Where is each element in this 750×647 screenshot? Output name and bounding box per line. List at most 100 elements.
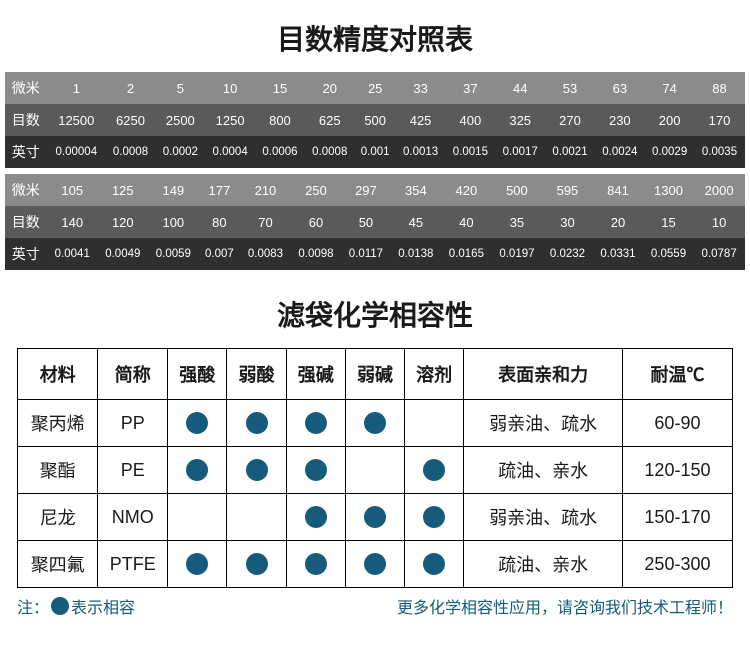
cell-compat	[405, 447, 464, 494]
cell-compat	[345, 541, 404, 588]
cell-abbr: PE	[98, 447, 168, 494]
table-row: 目数 140 120 100 80 70 60 50 45 40 35 30 2…	[5, 206, 745, 238]
dot-icon	[305, 412, 327, 434]
cell: 0.0041	[47, 238, 98, 270]
cell: 0.0008	[106, 136, 156, 168]
cell-compat	[168, 494, 227, 541]
cell: 0.0008	[305, 136, 355, 168]
cell: 2500	[155, 104, 205, 136]
cell: 420	[441, 174, 492, 206]
cell-temp: 120-150	[622, 447, 732, 494]
cell: 12500	[47, 104, 106, 136]
cell: 0.0029	[645, 136, 695, 168]
cell: 1300	[643, 174, 694, 206]
cell: 0.0006	[255, 136, 305, 168]
cell: 177	[199, 174, 241, 206]
cell: 44	[495, 72, 545, 104]
cell: 500	[355, 104, 396, 136]
cell-abbr: PP	[98, 400, 168, 447]
cell: 400	[445, 104, 495, 136]
cell-compat	[286, 447, 345, 494]
cell-temp: 150-170	[622, 494, 732, 541]
cell-material: 聚酯	[18, 447, 98, 494]
cell: 0.0098	[291, 238, 342, 270]
note-prefix: 注：	[17, 594, 49, 618]
cell: 200	[645, 104, 695, 136]
cell: 105	[47, 174, 98, 206]
cell: 210	[240, 174, 291, 206]
mesh-table-2: 微米 105 125 149 177 210 250 297 354 420 5…	[5, 174, 745, 270]
cell-compat	[286, 400, 345, 447]
cell: 10	[694, 206, 745, 238]
cell-material: 尼龙	[18, 494, 98, 541]
row-label-inch: 英寸	[5, 136, 47, 168]
header-temp: 耐温℃	[622, 349, 732, 400]
cell: 595	[542, 174, 593, 206]
row-label-mesh: 目数	[5, 206, 47, 238]
cell: 354	[391, 174, 442, 206]
cell: 88	[695, 72, 745, 104]
cell: 0.0232	[542, 238, 593, 270]
cell-compat	[227, 541, 286, 588]
cell: 0.0117	[341, 238, 390, 270]
dot-icon	[423, 553, 445, 575]
cell-abbr: NMO	[98, 494, 168, 541]
cell: 53	[545, 72, 595, 104]
header-strong-base: 强碱	[286, 349, 345, 400]
cell: 841	[593, 174, 644, 206]
dot-icon	[246, 459, 268, 481]
dot-icon	[246, 412, 268, 434]
cell: 2000	[694, 174, 745, 206]
cell-temp: 60-90	[622, 400, 732, 447]
cell: 149	[148, 174, 199, 206]
cell: 33	[396, 72, 446, 104]
header-affinity: 表面亲和力	[464, 349, 623, 400]
cell: 70	[240, 206, 291, 238]
cell: 0.0787	[694, 238, 745, 270]
cell: 625	[305, 104, 355, 136]
cell: 35	[492, 206, 543, 238]
cell: 80	[199, 206, 241, 238]
cell: 800	[255, 104, 305, 136]
cell: 0.0138	[391, 238, 442, 270]
cell-compat	[286, 494, 345, 541]
cell: 1250	[205, 104, 255, 136]
table-row: 英寸 0.0041 0.0049 0.0059 0.007 0.0083 0.0…	[5, 238, 745, 270]
dot-icon	[305, 459, 327, 481]
table-row: 英寸 0.00004 0.0008 0.0002 0.0004 0.0006 0…	[5, 136, 745, 168]
dot-icon	[186, 412, 208, 434]
cell-compat	[227, 494, 286, 541]
cell: 2	[106, 72, 156, 104]
cell-abbr: PTFE	[98, 541, 168, 588]
cell: 250	[291, 174, 342, 206]
compat-table: 材料 简称 强酸 弱酸 强碱 弱碱 溶剂 表面亲和力 耐温℃ 聚丙烯PP弱亲油、…	[17, 348, 733, 588]
cell: 25	[355, 72, 396, 104]
cell: 40	[441, 206, 492, 238]
cell-compat	[168, 400, 227, 447]
cell: 63	[595, 72, 645, 104]
dot-icon	[364, 412, 386, 434]
cell: 230	[595, 104, 645, 136]
cell: 0.0083	[240, 238, 291, 270]
cell: 0.0035	[695, 136, 745, 168]
cell: 120	[98, 206, 149, 238]
cell: 20	[305, 72, 355, 104]
cell: 0.0165	[441, 238, 492, 270]
cell: 125	[98, 174, 149, 206]
table-row: 聚酯PE疏油、亲水120-150	[18, 447, 733, 494]
cell: 45	[391, 206, 442, 238]
cell: 0.0331	[593, 238, 644, 270]
cell: 0.0021	[545, 136, 595, 168]
cell-compat	[345, 494, 404, 541]
dot-icon	[186, 459, 208, 481]
table-row: 微米 1 2 5 10 15 20 25 33 37 44 53 63 74 8…	[5, 72, 745, 104]
cell: 20	[593, 206, 644, 238]
note-legend: 注： 表示相容	[17, 594, 135, 618]
row-label-micron: 微米	[5, 72, 47, 104]
header-weak-base: 弱碱	[345, 349, 404, 400]
table-row: 微米 105 125 149 177 210 250 297 354 420 5…	[5, 174, 745, 206]
dot-icon	[246, 553, 268, 575]
cell-compat	[405, 541, 464, 588]
table-row: 聚四氟PTFE疏油、亲水250-300	[18, 541, 733, 588]
cell-material: 聚四氟	[18, 541, 98, 588]
